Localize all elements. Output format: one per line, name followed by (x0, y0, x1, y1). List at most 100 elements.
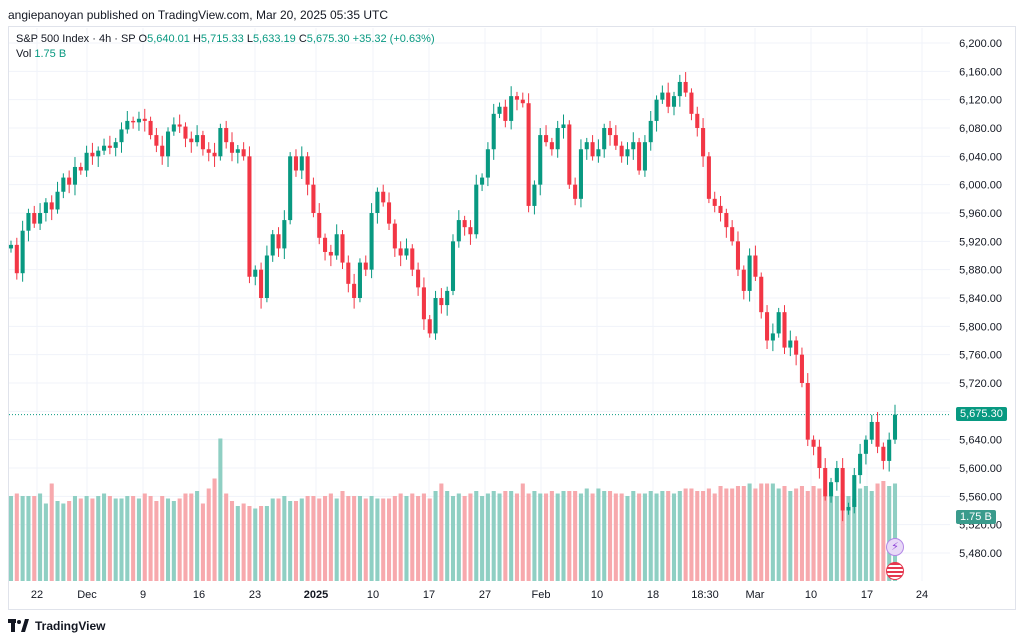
candle-body (305, 156, 310, 185)
candle-body (369, 213, 374, 270)
volume-bar (584, 488, 589, 581)
candle-body (660, 92, 665, 100)
candle-body (160, 145, 165, 157)
volume-bar (8, 496, 14, 581)
volume-bar (491, 491, 496, 581)
candle-body (119, 129, 124, 143)
volume-bar (578, 493, 583, 581)
candle-body (706, 156, 711, 199)
volume-bar (689, 488, 694, 581)
volume-bar (497, 493, 502, 581)
candle-body (8, 244, 14, 249)
x-tick-label: Feb (532, 589, 551, 601)
candle-body (823, 468, 828, 497)
volume-bar (648, 491, 653, 581)
y-tick-label: 5,600.00 (959, 463, 1002, 475)
candle-body (852, 475, 857, 507)
volume-bar (555, 493, 560, 581)
volume-bar (561, 491, 566, 581)
volume-bar (67, 501, 72, 581)
x-tick-label: 17 (423, 589, 435, 601)
volume-bar (386, 498, 392, 581)
x-tick-label: Dec (77, 589, 97, 601)
volume-bar (875, 483, 880, 581)
flag-icon[interactable] (886, 562, 904, 580)
volume-bar (863, 486, 868, 581)
volume-bar (247, 506, 252, 581)
candle-body (671, 96, 677, 107)
candle-body (573, 184, 578, 199)
volume-bar (741, 486, 746, 581)
candle-body (520, 99, 525, 104)
volume-bar (293, 501, 299, 581)
close-label: C (298, 33, 307, 45)
volume-bar (38, 493, 43, 581)
candle-body (485, 149, 490, 178)
volume-bar (189, 493, 194, 581)
candle-body (270, 234, 275, 256)
x-tick-label: 10 (805, 589, 817, 601)
volume-bar (701, 491, 706, 581)
volume-bar (811, 486, 816, 581)
candle-body (38, 213, 43, 224)
candle-body (148, 120, 153, 136)
candle-body (363, 262, 368, 270)
volume-bar (20, 496, 25, 581)
open-value: 5,640.01 (147, 33, 190, 45)
volume-bar (718, 486, 723, 581)
volume-bar (520, 483, 525, 581)
volume-bar (288, 501, 293, 581)
x-tick-label: 24 (916, 589, 928, 601)
candle-body (61, 177, 66, 192)
volume-bar (474, 491, 479, 581)
volume-bar (78, 498, 83, 581)
low-value: 5,633.19 (252, 33, 296, 45)
x-tick-label: Mar (746, 589, 765, 601)
volume-bar (398, 493, 403, 581)
x-tick-label: 23 (249, 589, 261, 601)
y-tick-label: 5,880.00 (959, 265, 1002, 277)
high-label: H (192, 33, 201, 45)
chart-frame[interactable] (8, 26, 1016, 610)
candle-body (619, 145, 624, 157)
y-tick-label: 6,120.00 (959, 95, 1002, 107)
volume-bar (43, 503, 48, 581)
candle-body (131, 120, 136, 123)
candle-body (427, 319, 432, 334)
volume-bar (817, 488, 822, 581)
volume-bar (869, 491, 874, 581)
candle-body (863, 439, 868, 454)
candle-body (462, 220, 467, 228)
candle-body (392, 223, 397, 249)
volume-bar (72, 496, 78, 581)
last-price-tag: 5,675.30 (956, 406, 1007, 421)
volume-line: Vol 1.75 B (16, 47, 435, 62)
candle-body (96, 150, 101, 157)
candle-body (78, 166, 83, 171)
candle-body (712, 198, 717, 206)
candle-body (439, 298, 444, 306)
volume-bar (706, 488, 711, 581)
volume-bar (450, 496, 456, 581)
volume-bar (136, 498, 141, 581)
candle-body (20, 230, 25, 274)
volume-bar (259, 506, 264, 581)
volume-bar (317, 498, 322, 581)
candle-body (828, 482, 834, 497)
candle-body (218, 128, 223, 157)
volume-bar (200, 503, 205, 581)
volume-bar (625, 496, 630, 581)
candle-body (72, 166, 78, 185)
volume-bar (323, 496, 328, 581)
volume-bar (55, 501, 60, 581)
candle-body (741, 269, 746, 291)
volume-bar (421, 493, 426, 581)
candle-body (293, 156, 299, 171)
volume-bar (462, 496, 467, 581)
volume-bar (171, 501, 176, 581)
y-tick-label: 5,920.00 (959, 236, 1002, 248)
alert-icon[interactable]: ⚡ (886, 538, 904, 556)
volume-bar (671, 493, 677, 581)
candle-body (811, 439, 816, 447)
